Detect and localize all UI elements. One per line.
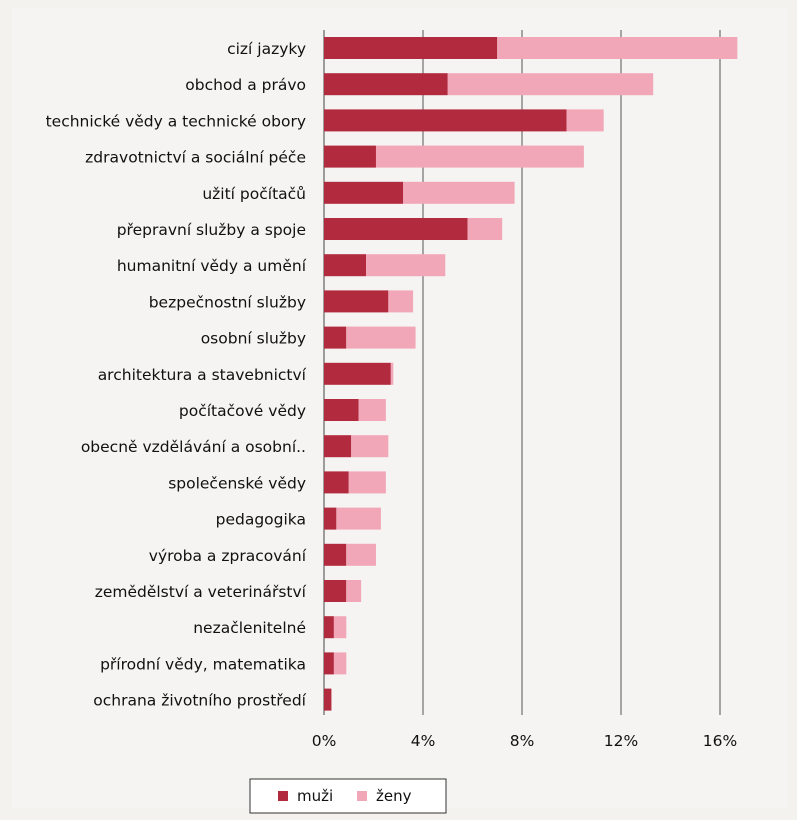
bar-muzi bbox=[324, 616, 334, 639]
category-label: bezpečnostní služby bbox=[149, 293, 306, 311]
category-label: nezačlenitelné bbox=[193, 619, 306, 637]
bar-muzi bbox=[324, 326, 347, 349]
category-label: humanitní vědy a umění bbox=[117, 257, 307, 275]
bar-muzi bbox=[324, 254, 367, 277]
category-label: cizí jazyky bbox=[227, 40, 306, 58]
category-label: společenské vědy bbox=[168, 474, 306, 492]
category-label: počítačové vědy bbox=[179, 402, 306, 420]
bar-zeny bbox=[388, 290, 414, 313]
category-label: zdravotnictví a sociální péče bbox=[85, 149, 306, 167]
bar-zeny bbox=[497, 37, 738, 59]
bar-zeny bbox=[333, 616, 347, 639]
category-label: obchod a právo bbox=[185, 76, 306, 94]
bar-muzi bbox=[324, 507, 337, 530]
category-label: pedagogika bbox=[216, 511, 306, 529]
bar-muzi bbox=[324, 181, 404, 204]
bar-muzi bbox=[324, 109, 567, 132]
bar-muzi bbox=[324, 290, 389, 313]
bar-zeny bbox=[375, 145, 584, 168]
category-label: užití počítačů bbox=[202, 185, 306, 203]
category-labels: cizí jazyky obchod a právo technické vědy … bbox=[46, 40, 307, 710]
legend-swatch-zeny bbox=[357, 791, 367, 801]
bar-muzi bbox=[324, 399, 359, 421]
legend-label-muzi: muži bbox=[297, 787, 333, 805]
category-label: technické vědy a technické obory bbox=[46, 112, 306, 130]
bar-muzi bbox=[324, 543, 347, 566]
bar-zeny bbox=[390, 362, 394, 385]
bar-zeny bbox=[346, 326, 416, 349]
bar-muzi bbox=[324, 73, 448, 96]
grid bbox=[323, 30, 721, 715]
bar-muzi bbox=[324, 362, 391, 385]
legend-swatch-muzi bbox=[278, 791, 288, 801]
bar-muzi bbox=[324, 688, 332, 711]
bar-muzi bbox=[324, 435, 352, 458]
bar-zeny bbox=[336, 507, 381, 530]
bar-muzi bbox=[324, 471, 349, 494]
category-label: přepravní služby a spoje bbox=[117, 221, 306, 239]
bar-zeny bbox=[403, 181, 515, 204]
category-label: ochrana životního prostředí bbox=[93, 692, 306, 710]
bar-muzi bbox=[324, 37, 498, 59]
bar-zeny bbox=[447, 73, 654, 96]
x-tick-label: 0% bbox=[312, 732, 337, 750]
category-label: výroba a zpracování bbox=[149, 547, 307, 565]
category-label: zemědělství a veterinářství bbox=[95, 583, 307, 601]
bar-zeny bbox=[358, 399, 386, 421]
category-label: osobní služby bbox=[201, 330, 306, 348]
x-tick-label: 12% bbox=[604, 732, 638, 750]
bar-zeny bbox=[346, 580, 362, 602]
x-tick-labels: 0% 4% 8% 12% 16% bbox=[312, 732, 738, 750]
bar-zeny bbox=[351, 435, 389, 458]
bar-muzi bbox=[324, 218, 468, 240]
bar-zeny bbox=[348, 471, 386, 494]
bar-zeny bbox=[566, 109, 604, 132]
x-tick-label: 16% bbox=[703, 732, 737, 750]
bar-zeny bbox=[366, 254, 446, 277]
bar-zeny bbox=[467, 218, 503, 240]
plot-panel bbox=[12, 8, 787, 808]
bar-muzi bbox=[324, 580, 347, 602]
x-tick-label: 4% bbox=[411, 732, 436, 750]
bar-zeny bbox=[346, 543, 376, 566]
legend-label-zeny: ženy bbox=[376, 787, 412, 805]
category-label: architektura a stavebnictví bbox=[98, 366, 307, 384]
bar-zeny bbox=[333, 652, 347, 675]
bar-muzi bbox=[324, 652, 334, 675]
category-label: přírodní vědy, matematika bbox=[100, 655, 306, 673]
bars bbox=[324, 37, 738, 711]
x-tick-label: 8% bbox=[510, 732, 535, 750]
category-label: obecně vzdělávání a osobní.. bbox=[81, 438, 306, 456]
legend: muži ženy bbox=[249, 778, 447, 814]
bar-muzi bbox=[324, 145, 376, 168]
